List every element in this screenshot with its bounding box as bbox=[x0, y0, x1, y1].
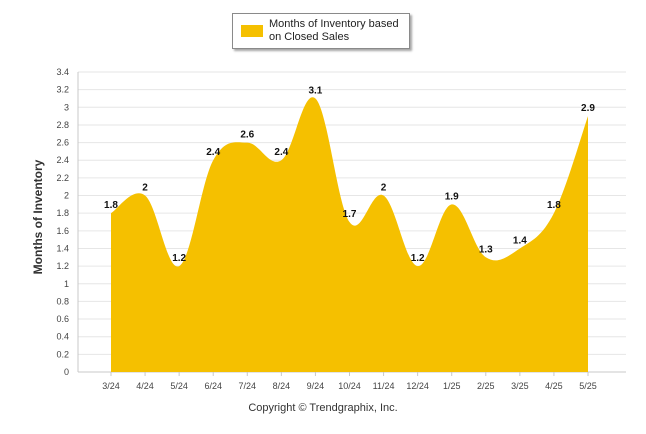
data-label: 1.8 bbox=[547, 200, 561, 211]
data-label: 3.1 bbox=[308, 85, 322, 96]
data-label: 2 bbox=[142, 183, 148, 194]
data-label: 1.2 bbox=[411, 253, 425, 264]
x-tick-label: 4/24 bbox=[136, 381, 154, 391]
legend-swatch bbox=[241, 25, 263, 37]
x-tick-label: 6/24 bbox=[204, 381, 222, 391]
x-tick-label: 1/25 bbox=[443, 381, 461, 391]
copyright-footer: Copyright © Trendgraphix, Inc. bbox=[248, 402, 398, 414]
data-label: 2.4 bbox=[274, 147, 288, 158]
x-tick-label: 7/24 bbox=[239, 381, 257, 391]
y-axis-ticks: 0 0.2 0.4 0.6 0.8 1 1.2 1.4 1.6 1.8 2 2.2 2.4 2.6 2.8 3… bbox=[56, 67, 69, 377]
legend-label: Months of Inventory based on Closed Sale… bbox=[269, 18, 399, 43]
data-label: 1.7 bbox=[343, 209, 357, 220]
y-tick-label: 0 bbox=[64, 367, 69, 377]
data-labels: 1.8 2 1.2 2.4 2.6 2.4 3.1 1.7 2 1.2 1.9 1.3 1.4 1.8 2.… bbox=[104, 85, 595, 264]
y-tick-label: 3.2 bbox=[56, 85, 69, 95]
x-axis-ticks: 3/24 4/24 5/24 6/24 7/24 8/24 9/24 10/24 11/24 12… bbox=[102, 372, 597, 391]
data-label: 2 bbox=[381, 183, 387, 194]
x-tick-label: 5/24 bbox=[170, 381, 188, 391]
data-label: 1.4 bbox=[513, 235, 527, 246]
data-label: 2.4 bbox=[206, 147, 220, 158]
y-tick-label: 3 bbox=[64, 102, 69, 112]
y-tick-label: 0.8 bbox=[56, 296, 69, 306]
y-tick-label: 2.8 bbox=[56, 120, 69, 130]
x-tick-label: 4/25 bbox=[545, 381, 563, 391]
x-tick-label: 2/25 bbox=[477, 381, 495, 391]
y-tick-label: 0.2 bbox=[56, 349, 69, 359]
data-label: 1.3 bbox=[479, 244, 493, 255]
y-tick-label: 1.2 bbox=[56, 261, 69, 271]
data-label: 1.2 bbox=[172, 253, 186, 264]
x-tick-label: 8/24 bbox=[273, 381, 291, 391]
x-tick-label: 10/24 bbox=[338, 381, 361, 391]
x-tick-label: 12/24 bbox=[406, 381, 429, 391]
y-tick-label: 2 bbox=[64, 191, 69, 201]
data-label: 2.6 bbox=[240, 130, 254, 141]
data-label: 1.8 bbox=[104, 200, 118, 211]
y-tick-label: 1 bbox=[64, 279, 69, 289]
legend: Months of Inventory based on Closed Sale… bbox=[232, 13, 410, 49]
y-tick-label: 2.6 bbox=[56, 138, 69, 148]
data-label: 1.9 bbox=[445, 191, 459, 202]
y-tick-label: 0.4 bbox=[56, 332, 69, 342]
x-tick-label: 9/24 bbox=[307, 381, 325, 391]
x-tick-label: 11/24 bbox=[373, 381, 395, 391]
y-tick-label: 0.6 bbox=[56, 314, 69, 324]
data-label: 2.9 bbox=[581, 103, 595, 114]
series-area-layer bbox=[111, 97, 588, 372]
y-tick-label: 2.4 bbox=[56, 155, 69, 165]
series-area bbox=[111, 97, 588, 372]
y-tick-label: 3.4 bbox=[56, 67, 69, 77]
y-axis-label: Months of Inventory bbox=[31, 159, 45, 274]
y-tick-label: 1.6 bbox=[56, 226, 69, 236]
y-tick-label: 2.2 bbox=[56, 173, 69, 183]
x-tick-label: 3/24 bbox=[102, 381, 120, 391]
y-tick-label: 1.4 bbox=[56, 243, 69, 253]
x-tick-label: 3/25 bbox=[511, 381, 529, 391]
x-tick-label: 5/25 bbox=[579, 381, 597, 391]
y-tick-label: 1.8 bbox=[56, 208, 69, 218]
